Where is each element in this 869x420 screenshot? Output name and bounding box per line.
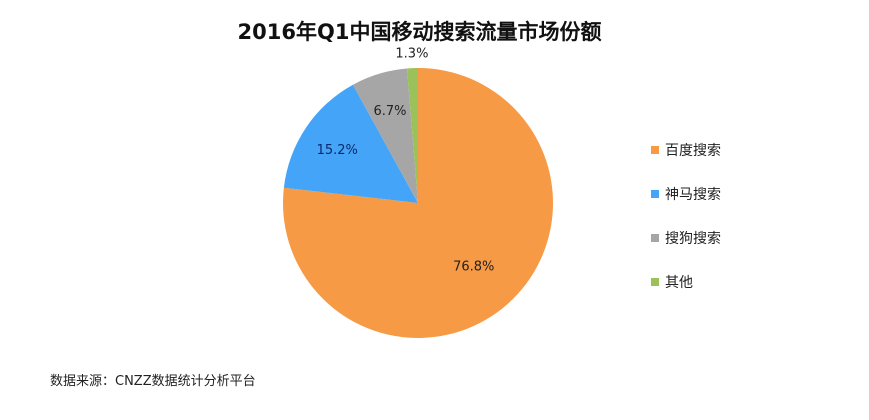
legend-swatch: [651, 278, 659, 286]
pie-slice-1: [282, 68, 553, 339]
pie-slice-4: [406, 68, 418, 203]
legend-label: 搜狗搜索: [665, 231, 721, 247]
data-label-3: 6.7%: [373, 104, 406, 119]
pie-slice-3: [352, 68, 418, 203]
source-note: 数据来源：CNZZ数据统计分析平台: [50, 374, 256, 389]
legend-item: 百度搜索: [651, 140, 721, 160]
legend-item: 其他: [651, 272, 693, 292]
data-label-2: 15.2%: [317, 143, 358, 158]
legend-swatch: [651, 146, 659, 154]
legend-swatch: [651, 234, 659, 242]
legend-item: 搜狗搜索: [651, 228, 721, 248]
legend-item: 神马搜索: [651, 184, 721, 204]
data-label-1: 76.8%: [453, 259, 494, 274]
chart-title: 2016年Q1中国移动搜索流量市场份额: [237, 20, 602, 44]
legend-label: 神马搜索: [665, 187, 721, 203]
pie-slice-2: [283, 84, 418, 203]
legend-label: 其他: [665, 275, 693, 291]
legend-label: 百度搜索: [665, 143, 721, 159]
legend-swatch: [651, 190, 659, 198]
data-label-4: 1.3%: [395, 47, 428, 62]
